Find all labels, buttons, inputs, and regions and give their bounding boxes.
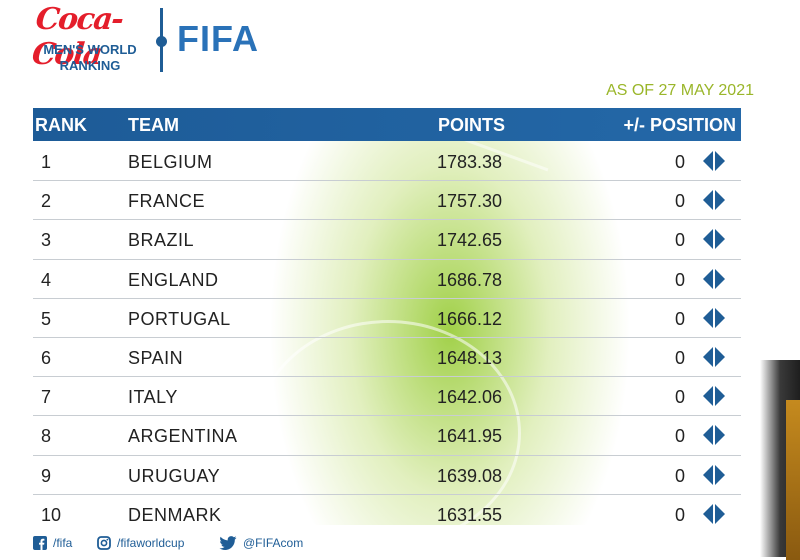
unchanged-position-icon: [703, 151, 725, 171]
unchanged-position-icon: [703, 346, 725, 367]
table-row: 2 FRANCE 1757.30 0: [33, 181, 741, 221]
team-cell: ENGLAND: [128, 269, 219, 290]
change-cell: 0: [675, 465, 686, 486]
rank-cell: 8: [41, 426, 52, 447]
change-cell: 0: [675, 152, 686, 172]
instagram-link[interactable]: /fifaworldcup: [97, 536, 184, 550]
rank-cell: 2: [41, 191, 52, 212]
header-rank: RANK: [35, 115, 87, 135]
change-cell: 0: [675, 387, 686, 408]
rank-cell: 10: [41, 504, 62, 525]
change-cell: 0: [675, 426, 686, 447]
ranking-subtitle-line1: MEN'S WORLD: [43, 42, 137, 57]
points-cell: 1742.65: [437, 230, 503, 251]
rank-cell: 3: [41, 230, 52, 251]
team-cell: DENMARK: [128, 504, 222, 525]
rank-cell: 6: [41, 347, 52, 368]
table-row: 7 ITALY 1642.06 0: [33, 377, 741, 417]
points-cell: 1642.06: [437, 387, 503, 408]
instagram-handle: /fifaworldcup: [117, 536, 185, 550]
change-cell: 0: [675, 308, 686, 329]
table-row: 6 SPAIN 1648.13 0: [33, 338, 741, 378]
team-cell: PORTUGAL: [128, 308, 231, 329]
instagram-icon: [97, 536, 111, 550]
table-row: 10 DENMARK 1631.55 0: [33, 495, 741, 533]
points-cell: 1783.38: [437, 152, 503, 172]
header-team: TEAM: [128, 115, 179, 135]
header-position: +/- POSITION: [623, 115, 736, 135]
team-cell: BRAZIL: [128, 230, 195, 251]
table-row: 5 PORTUGAL 1666.12 0: [33, 299, 741, 338]
team-cell: URUGUAY: [128, 465, 221, 486]
change-cell: 0: [675, 347, 686, 368]
unchanged-position-icon: [703, 503, 725, 524]
rank-cell: 9: [41, 465, 52, 486]
rank-cell: 1: [41, 152, 52, 172]
fifa-logo: FIFA: [177, 18, 259, 59]
points-cell: 1686.78: [437, 269, 503, 290]
unchanged-position-icon: [703, 229, 725, 250]
points-cell: 1666.12: [437, 308, 503, 329]
header-points: POINTS: [438, 115, 506, 135]
ranking-table: 1 BELGIUM 1783.38 0 2 FRANCE 1757.30 0 3…: [33, 142, 741, 533]
as-of-date: AS OF 27 MAY 2021: [606, 82, 754, 99]
table-row: 8 ARGENTINA 1641.95 0: [33, 416, 741, 456]
table-row: 4 ENGLAND 1686.78 0: [33, 260, 741, 299]
rank-cell: 7: [41, 387, 52, 408]
table-row: 3 BRAZIL 1742.65 0: [33, 220, 741, 260]
twitter-handle: @FIFAcom: [243, 536, 304, 550]
unchanged-position-icon: [703, 268, 725, 289]
unchanged-position-icon: [703, 425, 725, 446]
rank-cell: 4: [41, 269, 52, 290]
change-cell: 0: [675, 230, 686, 251]
table-header: RANK TEAM POINTS +/- POSITION: [33, 108, 741, 141]
team-cell: FRANCE: [128, 191, 206, 212]
unchanged-position-icon: [703, 190, 725, 211]
points-cell: 1639.08: [437, 465, 503, 486]
twitter-link[interactable]: @FIFAcom: [219, 536, 303, 550]
points-cell: 1757.30: [437, 191, 503, 212]
player-photo-edge: [760, 360, 800, 560]
team-cell: BELGIUM: [128, 152, 213, 172]
points-cell: 1648.13: [437, 347, 503, 368]
unchanged-position-icon: [703, 386, 725, 407]
table-row: 9 URUGUAY 1639.08 0: [33, 456, 741, 495]
change-cell: 0: [675, 269, 686, 290]
ranking-subtitle: MEN'S WORLD RANKING: [30, 42, 150, 74]
team-cell: SPAIN: [128, 347, 184, 368]
rank-cell: 5: [41, 308, 52, 329]
facebook-link[interactable]: /fifa: [33, 536, 72, 550]
points-cell: 1631.55: [437, 504, 503, 525]
unchanged-position-icon: [703, 307, 725, 328]
pitch-arc-decoration: [255, 320, 521, 546]
team-cell: ARGENTINA: [128, 426, 238, 447]
twitter-icon: [219, 536, 237, 550]
points-cell: 1641.95: [437, 426, 503, 447]
logo-divider: [156, 8, 167, 72]
table-row: 1 BELGIUM 1783.38 0: [33, 142, 741, 182]
ranking-subtitle-line2: RANKING: [59, 58, 121, 73]
unchanged-position-icon: [703, 464, 725, 485]
change-cell: 0: [675, 504, 686, 525]
facebook-handle: /fifa: [53, 536, 73, 550]
facebook-icon: [33, 536, 47, 550]
change-cell: 0: [675, 191, 686, 212]
team-cell: ITALY: [128, 387, 178, 408]
